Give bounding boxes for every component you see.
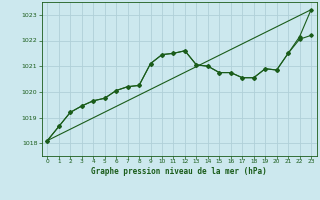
X-axis label: Graphe pression niveau de la mer (hPa): Graphe pression niveau de la mer (hPa) xyxy=(91,167,267,176)
